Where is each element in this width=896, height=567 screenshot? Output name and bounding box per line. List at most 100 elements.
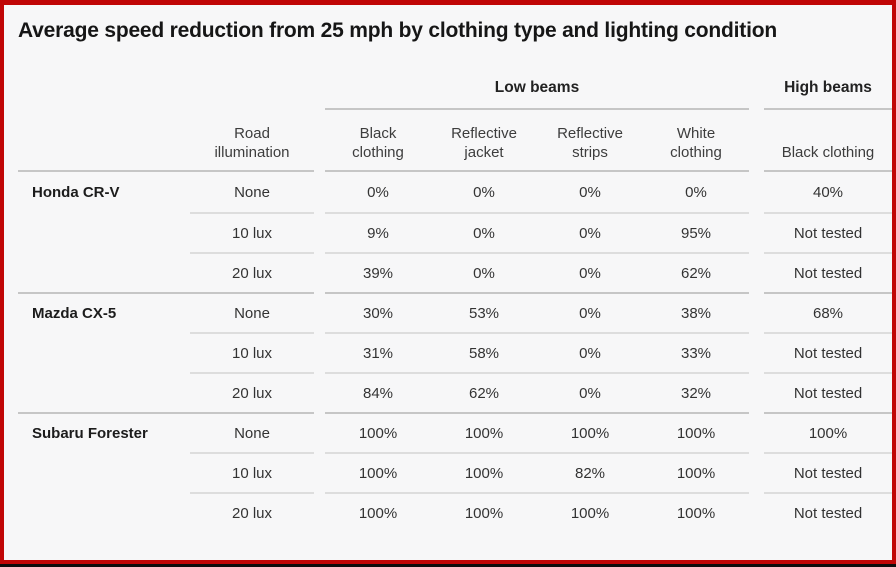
value-cell: 39% bbox=[325, 252, 431, 292]
value-cell: Not tested bbox=[764, 372, 892, 412]
value-cell: 100% bbox=[325, 492, 431, 532]
value-cell: 0% bbox=[537, 252, 643, 292]
vehicle-name: Subaru Forester bbox=[18, 412, 190, 452]
value-cell: Not tested bbox=[764, 212, 892, 252]
value-cell: 100% bbox=[764, 412, 892, 452]
column-gap bbox=[314, 492, 325, 532]
vehicle-name bbox=[18, 372, 190, 412]
table-row: Mazda CX-5 None 30% 53% 0% 38% 68% bbox=[18, 292, 892, 332]
illumination-cell: None bbox=[190, 412, 314, 452]
value-cell: 62% bbox=[431, 372, 537, 412]
value-cell: Not tested bbox=[764, 332, 892, 372]
value-cell: 100% bbox=[537, 412, 643, 452]
illumination-cell: None bbox=[234, 183, 270, 201]
vehicle-name bbox=[18, 212, 190, 252]
value-cell: 9% bbox=[325, 212, 431, 252]
value-cell: Not tested bbox=[764, 492, 892, 532]
value-cell: 0% bbox=[537, 332, 643, 372]
vehicle-name bbox=[18, 252, 190, 292]
column-gap bbox=[749, 212, 764, 252]
value-cell: 0% bbox=[473, 183, 495, 201]
value-cell: 95% bbox=[643, 212, 749, 252]
value-cell: 33% bbox=[643, 332, 749, 372]
value-cell: 38% bbox=[643, 292, 749, 332]
value-cell: 100% bbox=[643, 452, 749, 492]
value-cell: 32% bbox=[643, 372, 749, 412]
column-gap bbox=[749, 332, 764, 372]
value-cell: 100% bbox=[431, 452, 537, 492]
table-row: 10 lux 100% 100% 82% 100% Not tested bbox=[18, 452, 892, 492]
column-gap bbox=[314, 172, 325, 212]
column-gap bbox=[314, 292, 325, 332]
value-cell: 0% bbox=[685, 183, 707, 201]
column-gap bbox=[314, 212, 325, 252]
spacer-cell bbox=[18, 64, 190, 110]
vehicle-name bbox=[18, 332, 190, 372]
page-title: Average speed reduction from 25 mph by c… bbox=[18, 19, 777, 42]
value-cell: 0% bbox=[367, 183, 389, 201]
vehicle-name bbox=[18, 452, 190, 492]
column-gap bbox=[749, 492, 764, 532]
value-cell: 0% bbox=[537, 372, 643, 412]
value-cell: 31% bbox=[325, 332, 431, 372]
reflective-jacket-header: Reflective jacket bbox=[431, 110, 537, 172]
black-clothing-low-header: Black clothing bbox=[325, 110, 431, 172]
illumination-cell: None bbox=[190, 292, 314, 332]
column-gap bbox=[314, 252, 325, 292]
value-cell: 82% bbox=[537, 452, 643, 492]
column-gap bbox=[749, 252, 764, 292]
value-cell: 100% bbox=[325, 452, 431, 492]
value-cell: 40% bbox=[812, 183, 844, 201]
illumination-cell: 10 lux bbox=[190, 212, 314, 252]
value-cell: 100% bbox=[643, 492, 749, 532]
table-row: 20 lux 100% 100% 100% 100% Not tested bbox=[18, 492, 892, 532]
column-gap bbox=[314, 64, 325, 110]
value-cell: 100% bbox=[325, 412, 431, 452]
value-cell: 100% bbox=[431, 412, 537, 452]
vehicle-name bbox=[18, 492, 190, 532]
value-cell: Not tested bbox=[764, 252, 892, 292]
illumination-cell: 20 lux bbox=[190, 372, 314, 412]
high-beams-group-header: High beams bbox=[764, 64, 892, 110]
illumination-cell: 20 lux bbox=[190, 252, 314, 292]
column-gap bbox=[749, 292, 764, 332]
value-cell: 84% bbox=[325, 372, 431, 412]
column-gap bbox=[314, 110, 325, 172]
value-cell: 53% bbox=[431, 292, 537, 332]
spacer-cell bbox=[18, 110, 190, 172]
column-gap bbox=[749, 452, 764, 492]
illumination-cell: 10 lux bbox=[190, 332, 314, 372]
table-row: Honda CR-V None 0% 0% 0% 0% 40% bbox=[18, 172, 892, 212]
spacer-cell bbox=[190, 64, 314, 110]
vehicle-name: Honda CR-V bbox=[32, 183, 120, 201]
value-cell: 100% bbox=[643, 412, 749, 452]
black-clothing-high-header: Black clothing bbox=[764, 110, 892, 172]
column-gap bbox=[749, 412, 764, 452]
column-gap bbox=[749, 172, 764, 212]
table-row: Subaru Forester None 100% 100% 100% 100%… bbox=[18, 412, 892, 452]
value-cell: 58% bbox=[431, 332, 537, 372]
column-gap bbox=[749, 110, 764, 172]
column-gap bbox=[749, 372, 764, 412]
table-row: 10 lux 31% 58% 0% 33% Not tested bbox=[18, 332, 892, 372]
column-gap bbox=[314, 452, 325, 492]
column-gap bbox=[314, 332, 325, 372]
value-cell: 0% bbox=[431, 212, 537, 252]
illumination-cell: 10 lux bbox=[190, 452, 314, 492]
column-gap bbox=[314, 412, 325, 452]
table-row: 20 lux 84% 62% 0% 32% Not tested bbox=[18, 372, 892, 412]
vehicle-name: Mazda CX-5 bbox=[18, 292, 190, 332]
value-cell: 100% bbox=[537, 492, 643, 532]
reflective-strips-header: Reflective strips bbox=[537, 110, 643, 172]
value-cell: Not tested bbox=[764, 452, 892, 492]
value-cell: 0% bbox=[537, 292, 643, 332]
group-header-row: Low beams High beams bbox=[18, 64, 892, 110]
column-gap bbox=[749, 64, 764, 110]
table-row: 20 lux 39% 0% 0% 62% Not tested bbox=[18, 252, 892, 292]
illumination-cell: 20 lux bbox=[190, 492, 314, 532]
column-header-row: Road illumination Black clothing Reflect… bbox=[18, 110, 892, 172]
value-cell: 0% bbox=[537, 212, 643, 252]
value-cell: 30% bbox=[325, 292, 431, 332]
